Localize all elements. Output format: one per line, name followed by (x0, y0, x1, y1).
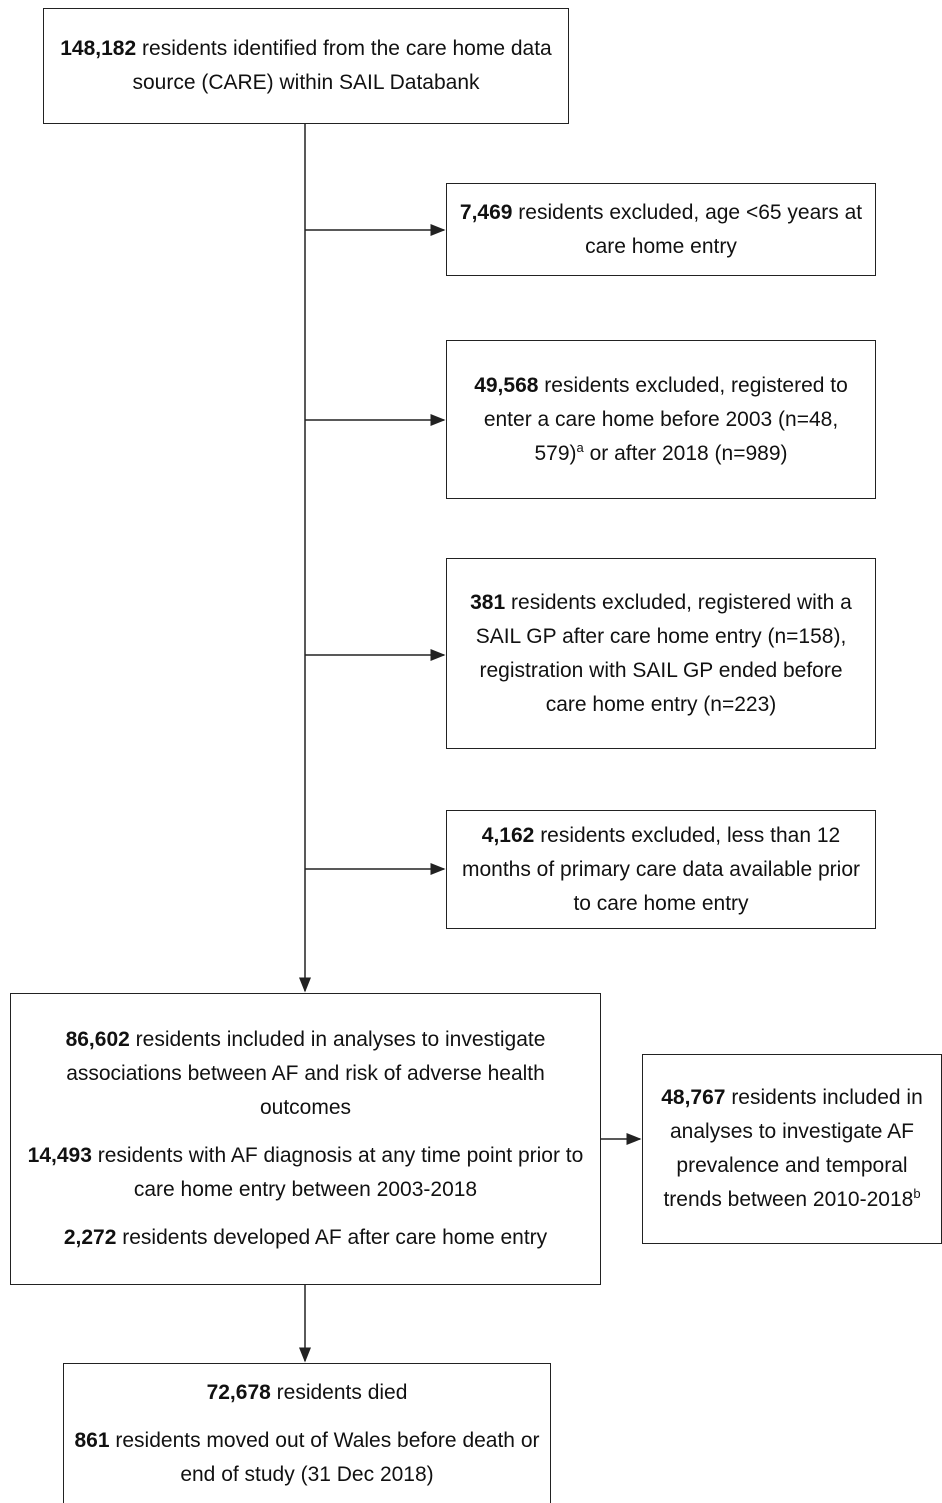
box-paragraph: 48,767 residents included in analyses to… (653, 1081, 931, 1217)
box-paragraph: 861 residents moved out of Wales before … (74, 1424, 540, 1492)
description: residents died (276, 1380, 408, 1404)
count: 14,493 (27, 1144, 92, 1167)
description: residents excluded, less than 12 months … (461, 823, 860, 915)
count: 7,469 (459, 200, 513, 224)
flow-box: 86,602 residents included in analyses to… (10, 993, 601, 1285)
box-paragraph: 14,493 residents with AF diagnosis at an… (21, 1139, 590, 1207)
description: residents included in analyses to invest… (663, 1086, 923, 1211)
flow-box: 72,678 residents died 861 residents moved… (63, 1363, 551, 1503)
description: residents moved out of Wales before deat… (115, 1428, 540, 1486)
count: 4,162 (481, 823, 535, 847)
description: residents with AF diagnosis at any time … (97, 1144, 584, 1201)
box-paragraph: 148,182 residents identified from the ca… (54, 32, 558, 100)
box-paragraph: 7,469 residents excluded, age <65 years … (457, 196, 865, 264)
description: residents developed AF after care home e… (122, 1226, 548, 1249)
flow-box: 148,182 residents identified from the ca… (43, 8, 569, 124)
box-paragraph: 381 residents excluded, registered with … (457, 586, 865, 722)
box-paragraph: 72,678 residents died (74, 1376, 540, 1410)
flow-box: 7,469 residents excluded, age <65 years … (446, 183, 876, 276)
flow-box: 49,568 residents excluded, registered to… (446, 340, 876, 499)
count: 49,568 (474, 373, 539, 397)
box-paragraph: 4,162 residents excluded, less than 12 m… (457, 819, 865, 921)
box-paragraph: 86,602 residents included in analyses to… (21, 1023, 590, 1125)
box-paragraph: 49,568 residents excluded, registered to… (457, 369, 865, 471)
flow-box: 381 residents excluded, registered with … (446, 558, 876, 749)
flow-box: 48,767 residents included in analyses to… (642, 1054, 942, 1244)
count: 48,767 (661, 1086, 726, 1109)
count: 2,272 (63, 1226, 117, 1249)
flow-box: 4,162 residents excluded, less than 12 m… (446, 810, 876, 929)
description: or after 2018 (n=989) (589, 441, 788, 465)
box-paragraph: 2,272 residents developed AF after care … (21, 1221, 590, 1255)
footnote-marker: a (576, 439, 584, 455)
footnote-marker: b (913, 1186, 921, 1201)
count: 148,182 (60, 37, 137, 60)
count: 72,678 (206, 1380, 271, 1404)
description: residents excluded, registered to enter … (483, 373, 848, 465)
description: residents excluded, age <65 years at car… (518, 200, 863, 258)
count: 86,602 (65, 1028, 130, 1051)
description: residents included in analyses to invest… (66, 1028, 546, 1119)
description: residents identified from the care home … (132, 37, 552, 94)
count: 381 (470, 590, 506, 614)
count: 861 (74, 1428, 110, 1452)
description: residents excluded, registered with a SA… (475, 590, 852, 716)
